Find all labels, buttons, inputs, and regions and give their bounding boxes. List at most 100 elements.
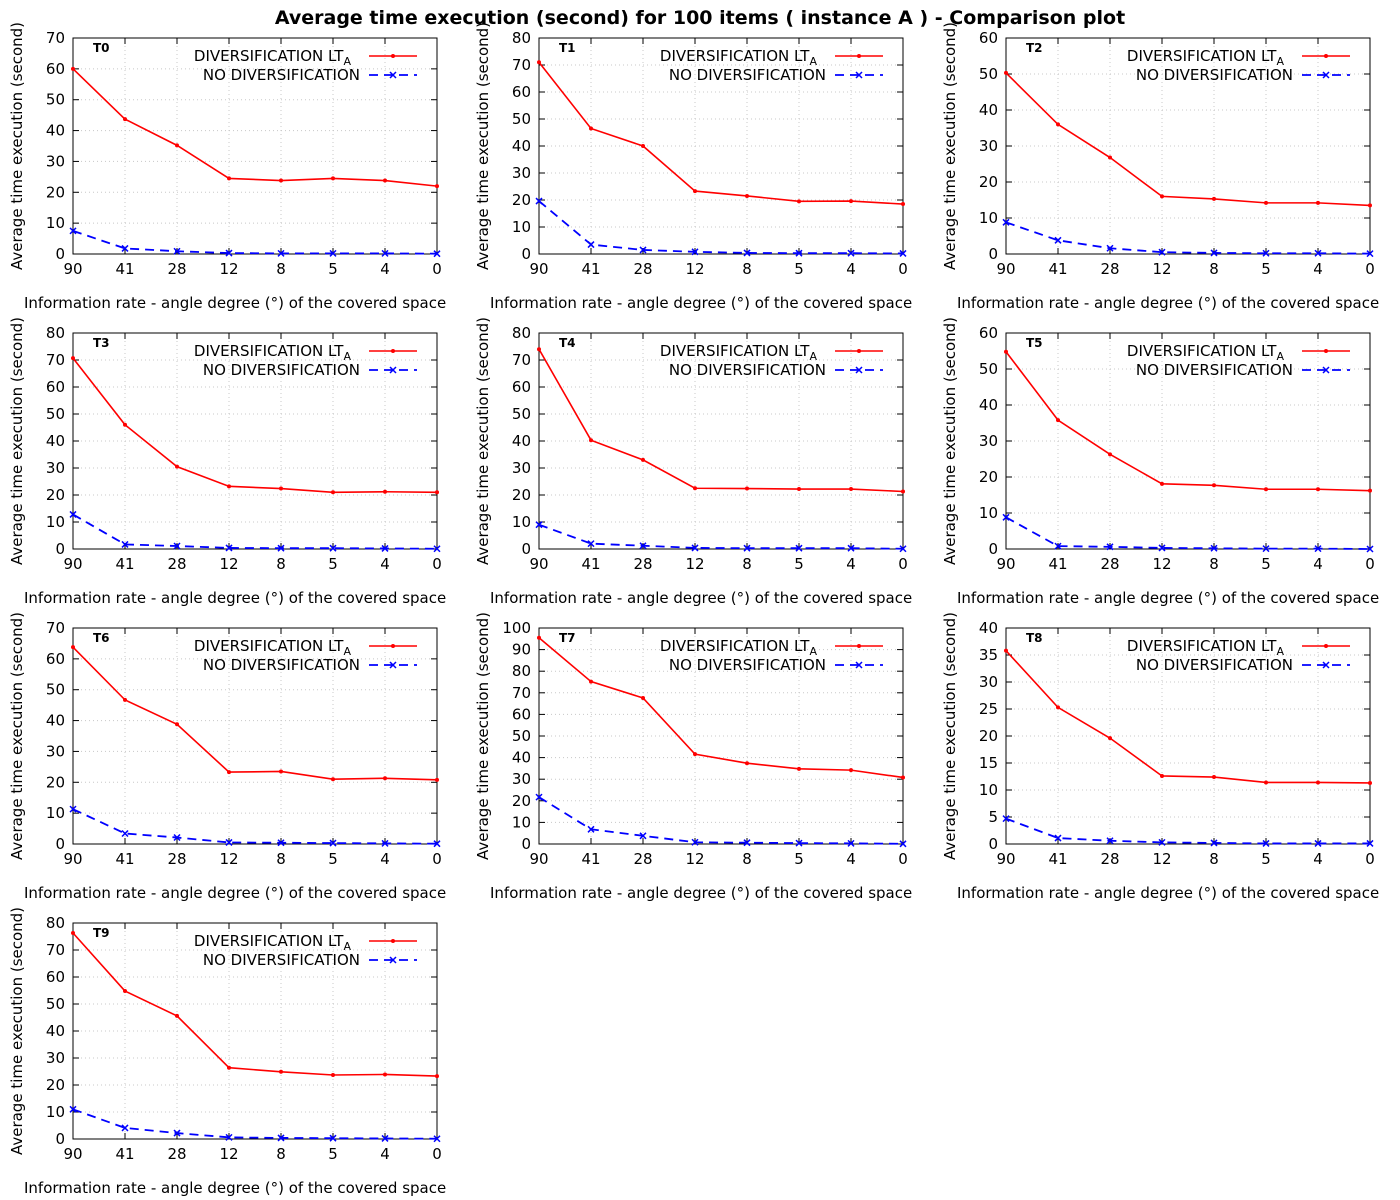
y-tick-label: 40 <box>46 122 65 140</box>
data-point-no-diversification <box>381 249 389 257</box>
marker-x-stroke <box>225 1133 233 1141</box>
series-line-diversification <box>72 357 438 494</box>
y-tick-label: 0 <box>55 1130 65 1148</box>
y-axis-label: Average time execution (second) <box>941 317 959 565</box>
marker-x-stroke <box>173 542 181 550</box>
data-point-no-diversification <box>691 838 699 846</box>
chart-panel-t6: 0 10 20 30 40 50 60 70 90 41 28 12 8 5 4 0 Information r… <box>0 590 466 902</box>
data-point-no-diversification <box>69 805 77 813</box>
x-tick-label: 0 <box>1365 850 1375 868</box>
data-point-diversification <box>279 1069 283 1074</box>
data-point-diversification <box>1160 773 1164 778</box>
data-point-diversification <box>537 347 541 352</box>
x-axis-label: Information rate - angle degree (°) of t… <box>24 1179 446 1197</box>
marker-x-stroke <box>1210 249 1218 257</box>
data-point-no-diversification <box>691 248 699 256</box>
data-point-diversification <box>537 60 541 65</box>
legend-subscript: A <box>1276 350 1284 363</box>
data-point-diversification <box>797 199 801 204</box>
x-axis-label: Information rate - angle degree (°) of t… <box>490 294 912 312</box>
data-point-no-diversification <box>329 839 337 847</box>
y-tick-label: 50 <box>979 360 998 378</box>
data-point-diversification <box>745 486 749 491</box>
legend-label-no-diversification: NO DIVERSIFICATION <box>669 361 826 379</box>
data-point-no-diversification <box>173 833 181 842</box>
y-axis-label: Average time execution (second) <box>8 907 26 1155</box>
y-tick-label: 30 <box>512 770 531 788</box>
data-point-no-diversification <box>173 247 181 255</box>
y-tick-label: 70 <box>512 56 531 74</box>
y-tick-label: 70 <box>46 29 65 47</box>
legend-subscript: A <box>343 350 351 363</box>
y-tick-label: 40 <box>46 432 65 450</box>
y-tick-label: 40 <box>46 1022 65 1040</box>
y-tick-label: 30 <box>512 459 531 477</box>
data-point-no-diversification <box>1210 544 1218 552</box>
y-tick-label: 70 <box>512 684 531 702</box>
y-tick-label: 70 <box>46 619 65 637</box>
data-point-diversification <box>331 176 335 181</box>
x-tick-label: 0 <box>432 555 442 573</box>
marker-x-stroke <box>277 544 285 552</box>
marker-x-stroke <box>69 510 77 518</box>
y-tick-label: 50 <box>46 995 65 1013</box>
data-point-diversification <box>1316 780 1320 785</box>
data-point-no-diversification <box>639 832 647 840</box>
marker-x-stroke <box>277 1134 285 1142</box>
chart-panel-t4: 0 10 20 30 40 50 60 70 80 90 41 28 12 8 5 4 0 Information… <box>466 295 932 607</box>
marker-x-stroke <box>381 249 389 257</box>
marker-x-stroke <box>1106 543 1114 551</box>
marker-x-stroke <box>847 544 855 552</box>
x-tick-label: 5 <box>794 260 804 278</box>
legend-marker <box>1322 661 1330 669</box>
marker-x-stroke <box>1210 839 1218 847</box>
data-point-no-diversification <box>847 249 855 257</box>
chart-panel-t2: 0 10 20 30 40 50 60 90 41 28 12 8 5 4 0 Information rat… <box>933 0 1399 312</box>
data-point-diversification <box>693 752 697 757</box>
y-tick-label: 20 <box>512 191 531 209</box>
data-point-no-diversification <box>433 1135 441 1143</box>
marker-x-stroke <box>743 249 751 257</box>
legend-subscript: A <box>1276 55 1284 68</box>
grid <box>1006 333 1370 549</box>
marker-x-stroke <box>1366 839 1374 847</box>
y-tick-label: 40 <box>979 396 998 414</box>
legend-marker <box>1322 71 1330 79</box>
y-tick-label: 10 <box>979 504 998 522</box>
marker-x-stroke <box>225 544 233 552</box>
grid <box>73 923 437 1139</box>
legend-label-diversification: DIVERSIFICATION LTA <box>1127 47 1285 68</box>
data-point-diversification <box>1264 780 1268 785</box>
y-tick-label: 0 <box>988 835 998 853</box>
legend-marker <box>389 71 397 79</box>
y-tick-label: 70 <box>512 351 531 369</box>
y-axis-label: Average time execution (second) <box>8 22 26 270</box>
data-point-no-diversification <box>899 545 907 553</box>
x-tick-label: 12 <box>1152 555 1171 573</box>
x-axis-label: Information rate - angle degree (°) of t… <box>24 884 446 902</box>
marker-x-stroke <box>1262 545 1270 553</box>
x-tick-label: 4 <box>380 555 390 573</box>
x-tick-label: 8 <box>742 555 752 573</box>
legend-label-no-diversification: NO DIVERSIFICATION <box>669 656 826 674</box>
data-point-diversification <box>849 487 853 492</box>
y-tick-label: 60 <box>979 324 998 342</box>
y-tick-label: 30 <box>979 432 998 450</box>
x-tick-label: 8 <box>742 260 752 278</box>
x-tick-label: 90 <box>529 850 548 868</box>
legend-marker <box>1324 349 1328 353</box>
x-tick-label: 0 <box>1365 555 1375 573</box>
data-point-diversification <box>1368 488 1372 493</box>
x-tick-label: 12 <box>219 260 238 278</box>
y-tick-label: 70 <box>46 941 65 959</box>
x-tick-label: 28 <box>1100 260 1119 278</box>
y-tick-label: 15 <box>979 754 998 772</box>
data-point-no-diversification <box>1314 249 1322 257</box>
marker-x-stroke <box>1262 249 1270 257</box>
y-tick-label: 20 <box>46 773 65 791</box>
data-point-diversification <box>589 126 593 131</box>
data-point-no-diversification <box>1054 834 1062 842</box>
data-point-no-diversification <box>795 544 803 552</box>
y-tick-label: 20 <box>46 1076 65 1094</box>
y-tick-label: 10 <box>512 513 531 531</box>
